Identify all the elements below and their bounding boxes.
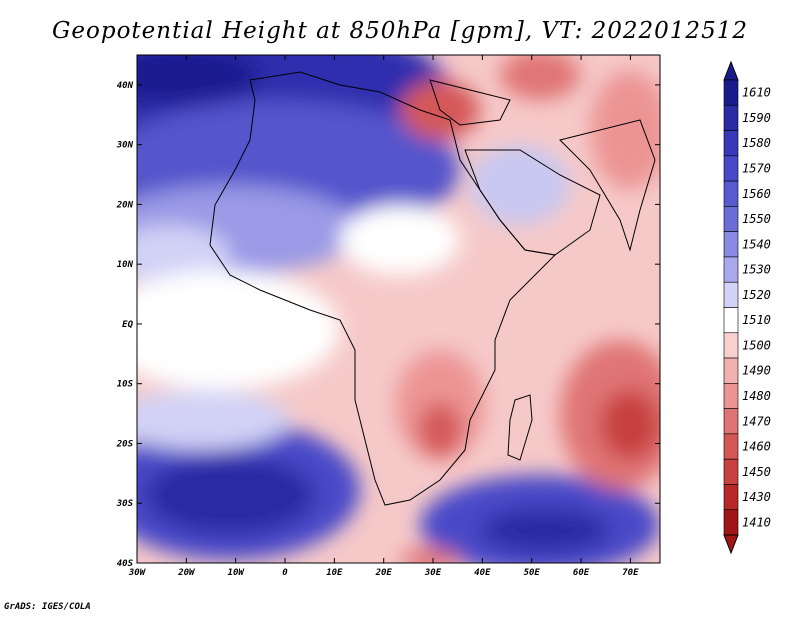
colorbar-label: 1460 bbox=[742, 440, 771, 454]
colorbar-label: 1580 bbox=[742, 136, 771, 150]
colorbar-label: 1550 bbox=[742, 212, 771, 226]
lat-tick-label: 20S bbox=[116, 439, 134, 449]
colorbar-top-arrow bbox=[723, 60, 739, 81]
colorbar-label: 1610 bbox=[742, 86, 771, 100]
colorbar-label: 1530 bbox=[742, 263, 771, 277]
colorbar-swatch bbox=[723, 256, 739, 283]
colorbar-swatch bbox=[723, 180, 739, 207]
colorbar: 1610 1590 1580 1570 1560 1550 1540 1530 1520 1510… bbox=[723, 60, 771, 555]
lat-tick-label: 40S bbox=[117, 559, 134, 569]
colorbar-label: 1560 bbox=[742, 187, 771, 201]
lon-tick-label: 10E bbox=[326, 568, 343, 578]
lon-tick-label: 10W bbox=[228, 568, 246, 578]
colorbar-swatch bbox=[723, 155, 739, 182]
lat-tick-label: 20N bbox=[116, 200, 134, 210]
colorbar-swatch bbox=[723, 484, 739, 511]
lon-tick-label: 60E bbox=[573, 568, 590, 578]
lat-tick-label: 30S bbox=[116, 499, 134, 509]
colorbar-label: 1520 bbox=[742, 288, 771, 302]
latitude-axis: 40N 30N 20N 10N EQ 10S 20S 30S 40S bbox=[116, 81, 660, 569]
colorbar-swatch bbox=[723, 130, 739, 157]
coastlines bbox=[209, 71, 656, 506]
lat-tick-label: 10N bbox=[117, 260, 134, 270]
colorbar-bottom-arrow bbox=[723, 534, 739, 555]
lon-tick-label: 50E bbox=[524, 568, 541, 578]
grads-credit: GrADS: IGES/COLA bbox=[4, 602, 91, 612]
colorbar-label: 1410 bbox=[742, 515, 771, 529]
colorbar-label: 1450 bbox=[742, 465, 771, 479]
colorbar-label: 1590 bbox=[742, 111, 771, 125]
lon-tick-label: 0 bbox=[282, 568, 288, 578]
colorbar-label: 1540 bbox=[742, 237, 771, 251]
colorbar-swatch bbox=[723, 79, 739, 106]
colorbar-swatch bbox=[723, 408, 739, 435]
colorbar-swatch bbox=[723, 383, 739, 409]
height-field bbox=[137, 55, 660, 563]
colorbar-label: 1430 bbox=[742, 490, 771, 504]
colorbar-swatch bbox=[723, 231, 739, 258]
lon-tick-label: 70E bbox=[622, 568, 639, 578]
lon-tick-label: 30E bbox=[424, 568, 442, 578]
lat-tick-label: 30N bbox=[116, 141, 134, 151]
colorbar-swatch bbox=[723, 509, 739, 536]
lon-tick-label: 20E bbox=[375, 568, 393, 578]
colorbar-label: 1510 bbox=[742, 313, 771, 327]
colorbar-label: 1470 bbox=[742, 414, 771, 428]
map-title: Geopotential Height at 850hPa [gpm], VT:… bbox=[52, 18, 748, 44]
longitude-axis: 30W 20W 10W 0 10E 20E 30E 40E 50E 60E 70E bbox=[128, 55, 639, 578]
colorbar-swatch bbox=[723, 281, 739, 308]
lat-tick-label: 10S bbox=[117, 380, 134, 390]
colorbar-swatch bbox=[723, 104, 739, 131]
colorbar-label: 1570 bbox=[742, 161, 771, 175]
colorbar-label: 1480 bbox=[742, 389, 771, 403]
lat-tick-label: EQ bbox=[122, 320, 133, 330]
lon-tick-label: 30W bbox=[128, 568, 147, 578]
colorbar-swatch bbox=[723, 458, 739, 485]
colorbar-swatch bbox=[723, 433, 739, 460]
colorbar-swatch bbox=[723, 307, 739, 334]
lon-tick-label: 40E bbox=[474, 568, 491, 578]
colorbar-label: 1500 bbox=[742, 338, 771, 352]
colorbar-swatch bbox=[723, 332, 739, 359]
colorbar-swatch bbox=[723, 357, 739, 384]
colorbar-swatch bbox=[723, 206, 739, 232]
plot-frame bbox=[136, 54, 661, 564]
lat-tick-label: 40N bbox=[117, 81, 134, 91]
colorbar-label: 1490 bbox=[742, 364, 771, 378]
lon-tick-label: 20W bbox=[177, 568, 196, 578]
